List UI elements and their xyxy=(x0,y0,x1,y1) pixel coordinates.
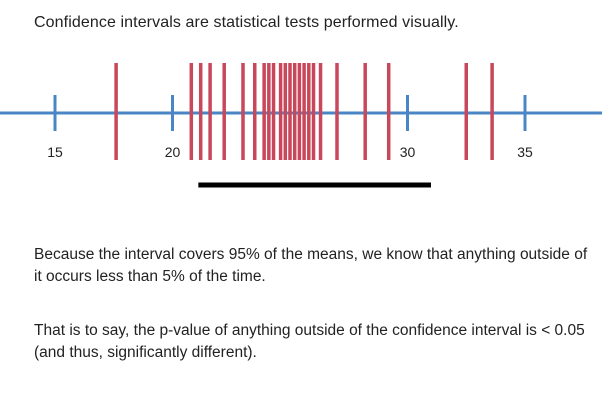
axis-tick-labels: 15 20 30 35 xyxy=(47,144,533,160)
explanation-paragraph-2: That is to say, the p-value of anything … xyxy=(34,322,585,361)
explanation-paragraph-1: Because the interval covers 95% of the m… xyxy=(34,246,588,285)
sample-means xyxy=(114,63,494,160)
slide-title: Confidence intervals are statistical tes… xyxy=(34,14,459,31)
axis-tick-label: 30 xyxy=(400,144,416,160)
axis-tick-label: 15 xyxy=(47,144,63,160)
axis-tick-label: 20 xyxy=(165,144,181,160)
axis-tick-label: 35 xyxy=(517,144,533,160)
